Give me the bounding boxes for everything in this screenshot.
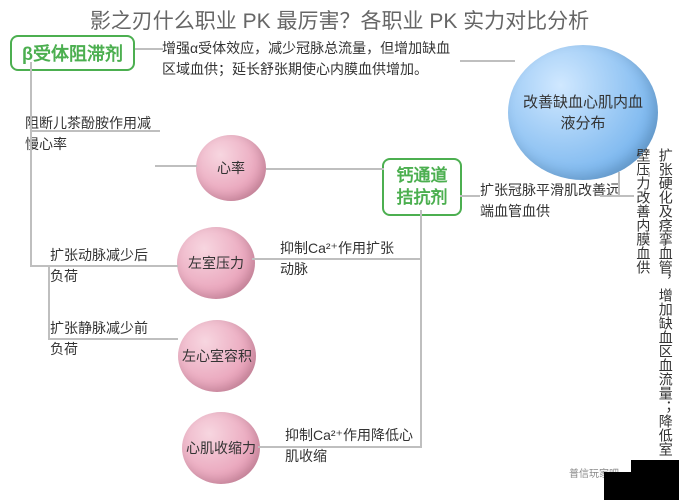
connector bbox=[135, 48, 163, 50]
circle-lv-pressure: 左室压力 bbox=[177, 227, 255, 299]
connector bbox=[30, 265, 50, 267]
connector bbox=[648, 172, 650, 177]
connector bbox=[30, 62, 32, 267]
circle-heart-rate: 心率 bbox=[196, 135, 266, 201]
circle-lv-volume: 左心室容积 bbox=[178, 320, 256, 392]
black-box-1 bbox=[604, 472, 679, 500]
text-catecholamine: 阻断儿茶酚胺作用减慢心率 bbox=[25, 113, 160, 155]
text-smooth-muscle: 扩张冠脉平滑肌改善远端血管血供 bbox=[480, 180, 620, 222]
connector bbox=[460, 60, 515, 62]
connector bbox=[460, 195, 480, 197]
connector bbox=[618, 172, 620, 197]
circle-contractility: 心肌收缩力 bbox=[182, 412, 260, 484]
ca-channel-box: 钙通道拮抗剂 bbox=[382, 158, 462, 216]
text-alpha-effect: 增强α受体效应，减少冠脉总流量，但增加缺血区域血供；延长舒张期使心内膜血供增加。 bbox=[162, 38, 462, 80]
connector bbox=[420, 210, 422, 448]
connector bbox=[48, 338, 178, 340]
connector bbox=[155, 165, 197, 167]
page-title: 影之刃什么职业 PK 最厉害？各职业 PK 实力对比分析 bbox=[0, 5, 679, 35]
connector bbox=[252, 258, 422, 260]
beta-blocker-box: β受体阻滞剂 bbox=[10, 35, 135, 71]
connector bbox=[30, 130, 160, 132]
connector bbox=[258, 446, 422, 448]
connector bbox=[600, 195, 620, 197]
vertical-text-right: 扩张硬化及痉挛血管，增加缺血区血流量；降低室壁压力改善内膜血供 bbox=[632, 148, 677, 458]
connector bbox=[48, 265, 178, 267]
connector bbox=[266, 168, 384, 170]
connector bbox=[618, 195, 634, 197]
black-box-2 bbox=[631, 460, 679, 472]
connector bbox=[48, 265, 50, 340]
